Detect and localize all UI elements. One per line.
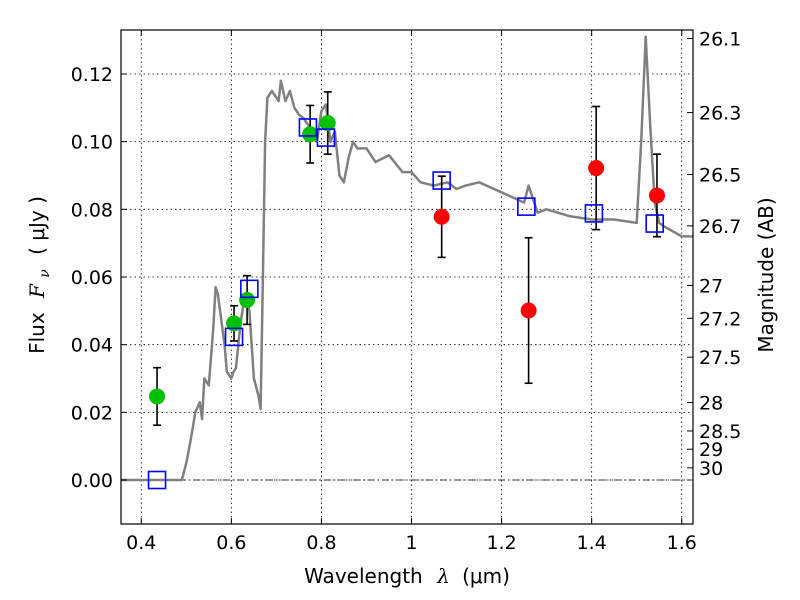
x-axis-label-prefix: Wavelength <box>304 564 423 588</box>
y-tick-label: 0.12 <box>71 64 113 86</box>
y-tick-label: 0.08 <box>71 199 113 221</box>
y2-tick-label: 27.2 <box>699 308 741 330</box>
data-point-square <box>240 279 259 299</box>
x-tick-label: 1.2 <box>486 532 516 554</box>
x-axis-label: Wavelength λ (μm) <box>304 564 510 588</box>
y-tick-label: 0.02 <box>71 402 113 424</box>
data-point-circle <box>302 126 319 143</box>
y2-tick-label: 26.5 <box>699 164 741 186</box>
data-point-circle <box>588 160 605 177</box>
x-tick-label: 0.8 <box>306 532 336 554</box>
y2-tick-label: 26.3 <box>699 103 741 125</box>
y-axis-label-symbol: F <box>25 283 49 299</box>
y2-tick-label: 29 <box>699 439 723 461</box>
data-point-square <box>517 197 536 216</box>
y-axis-label-unit: ( μJy ) <box>25 196 49 255</box>
x-axis-ticks: 0.4 0.6 0.8 1 1.2 1.4 1.6 <box>126 30 697 554</box>
data-markers <box>147 115 665 490</box>
y2-tick-label: 27 <box>699 275 723 297</box>
y-tick-label: 0.10 <box>71 132 113 154</box>
data-point-square <box>584 204 604 223</box>
x-tick-label: 0.6 <box>216 532 246 554</box>
y-axis-ticks: 0.00 0.02 0.04 0.06 0.08 0.10 0.12 <box>71 64 127 492</box>
x-tick-label: 1 <box>405 532 417 554</box>
x-axis-label-symbol: λ <box>436 564 450 588</box>
y2-tick-label: 28.5 <box>699 421 741 443</box>
data-point-square <box>316 128 336 147</box>
x-axis-label-unit: (μm) <box>462 564 510 588</box>
x-tick-label: 1.6 <box>667 532 697 554</box>
data-point-square <box>147 470 167 490</box>
y-axis-label-subscript: ν <box>37 269 53 278</box>
data-point-square <box>645 214 665 233</box>
data-point-circle <box>520 302 537 319</box>
y2-tick-label: 26.1 <box>699 28 741 50</box>
data-point-circle <box>319 115 336 132</box>
y-axis-label: Flux F ν ( μJy ) <box>25 196 54 354</box>
data-point-circle <box>149 388 166 405</box>
data-point-square <box>432 171 451 190</box>
data-point-square <box>298 118 318 137</box>
data-point-circle <box>239 292 256 309</box>
y-tick-label: 0.06 <box>71 267 113 289</box>
x-tick-label: 1.4 <box>577 532 607 554</box>
y-axis-label-prefix: Flux <box>25 312 49 354</box>
data-point-circle <box>226 315 243 332</box>
y2-tick-label: 27.5 <box>699 347 741 369</box>
y-tick-label: 0.04 <box>71 335 113 357</box>
data-point-circle <box>648 187 665 204</box>
y2-tick-label: 26.7 <box>699 216 741 238</box>
data-point-square <box>224 327 244 347</box>
x-tick-label: 0.4 <box>126 532 156 554</box>
data-point-circle <box>433 208 450 225</box>
y2-axis-label: Magnitude (AB) <box>754 197 778 352</box>
y2-tick-label: 28 <box>699 393 723 415</box>
y2-tick-label: 30 <box>699 458 723 480</box>
y-tick-label: 0.00 <box>71 470 113 492</box>
